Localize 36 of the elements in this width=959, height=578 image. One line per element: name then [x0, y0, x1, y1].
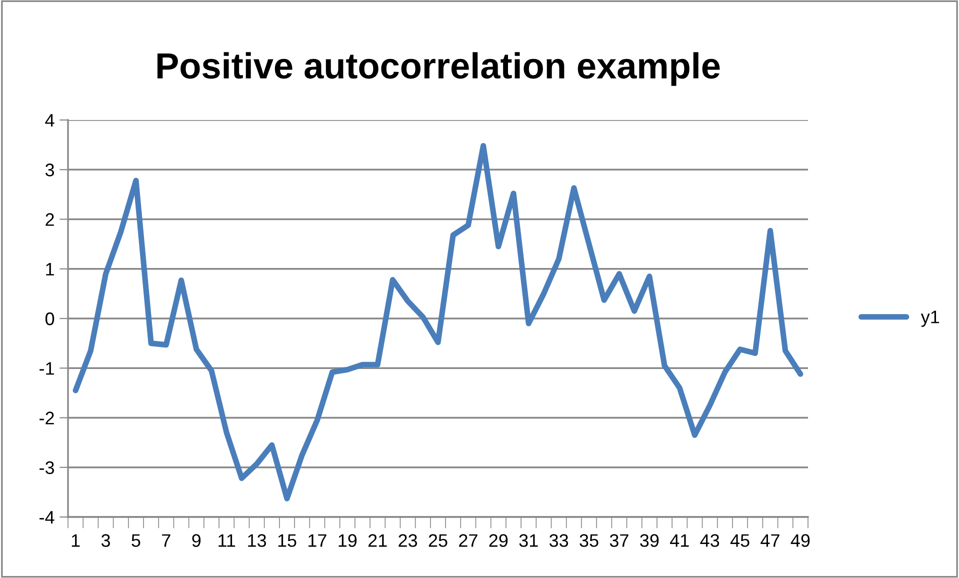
x-tick-label: 45 [730, 534, 750, 547]
x-tick-label: 33 [549, 534, 568, 547]
x-tick-label: 29 [489, 534, 508, 547]
x-tick-label: 17 [308, 534, 326, 547]
y-tick-label: 3 [45, 164, 54, 176]
x-tick-label: 31 [519, 534, 538, 547]
y-tick-label: 2 [46, 213, 54, 226]
y-tick-label: -1 [40, 362, 54, 375]
y-tick-label: -4 [40, 511, 54, 524]
x-tick-label: 7 [162, 534, 170, 547]
x-tick-label: 25 [428, 534, 448, 547]
x-tick-label: 39 [640, 534, 659, 547]
x-tick-label: 49 [790, 534, 810, 547]
x-tick-label: 27 [459, 534, 478, 547]
y-tick-label: 1 [46, 262, 54, 276]
x-tick-label: 23 [398, 534, 418, 547]
x-tick-label: 15 [278, 534, 296, 547]
y-tick-label: 0 [45, 312, 54, 326]
x-tick-label: 9 [192, 534, 201, 547]
x-tick-label: 11 [218, 534, 236, 547]
x-tick-label: 1 [72, 534, 80, 547]
x-tick-label: 21 [368, 534, 387, 547]
x-tick-label: 13 [248, 534, 266, 547]
x-tick-label: 41 [670, 534, 689, 547]
x-tick-label: 37 [610, 534, 628, 547]
x-tick-label: 47 [760, 534, 780, 547]
x-tick-label: 43 [700, 534, 720, 547]
chart-title: Positive autocorrelation example [157, 52, 720, 86]
x-tick-label: 3 [101, 534, 110, 547]
legend-label: y1 [920, 310, 940, 327]
y-tick-label: -2 [40, 412, 54, 424]
y-tick-label: -3 [40, 461, 54, 474]
x-tick-label: 35 [580, 534, 598, 547]
y-tick-label: 4 [45, 114, 54, 127]
x-tick-label: 5 [132, 534, 140, 547]
x-tick-label: 19 [338, 534, 357, 547]
